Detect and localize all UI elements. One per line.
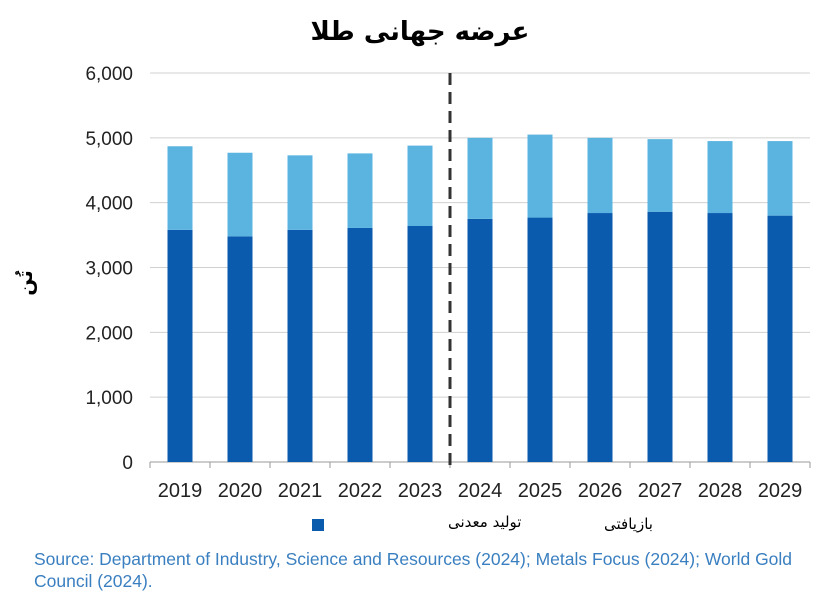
x-tick-label: 2023 (398, 480, 443, 502)
bar-mine-production-2029 (767, 215, 793, 462)
legend-label-recycling: بازیافتی (604, 515, 653, 533)
bar-mine-production-2023 (407, 226, 433, 462)
bar-recycling-2027 (647, 139, 673, 212)
x-tick-label: 2029 (758, 480, 803, 502)
legend-swatch-mine-production (312, 519, 324, 531)
bar-recycling-2025 (527, 134, 553, 218)
x-tick-label: 2027 (638, 480, 683, 502)
y-tick-label: 5,000 (85, 129, 133, 150)
y-tick-label: 3,000 (85, 259, 133, 280)
bars (167, 134, 793, 462)
bar-recycling-2019 (167, 146, 193, 230)
y-axis-label: تُن (13, 270, 37, 296)
bar-mine-production-2028 (707, 213, 733, 462)
x-tick-label: 2028 (698, 480, 743, 502)
y-tick-label: 4,000 (85, 194, 133, 215)
bar-recycling-2028 (707, 141, 733, 214)
bar-recycling-2026 (587, 137, 613, 214)
y-tick-label: 0 (122, 453, 133, 474)
x-axis-ticks: 2019 2020 2021 2022 2023 2024 2025 2026 2027 2028… (149, 462, 811, 502)
bar-mine-production-2025 (527, 217, 553, 462)
y-tick-label: 2,000 (85, 323, 133, 344)
x-tick-label: 2022 (338, 480, 383, 502)
bar-mine-production-2024 (467, 218, 493, 462)
x-tick-label: 2025 (518, 480, 563, 502)
bar-mine-production-2020 (227, 236, 253, 462)
bar-recycling-2023 (407, 145, 433, 227)
bar-recycling-2024 (467, 137, 493, 219)
x-tick-label: 2019 (158, 480, 203, 502)
legend: تولید معدنی بازیافتی (312, 513, 653, 533)
y-tick-label: 6,000 (85, 64, 133, 85)
bar-recycling-2021 (287, 155, 313, 230)
source-note: Source: Department of Industry, Science … (34, 549, 793, 591)
bar-mine-production-2022 (347, 227, 373, 462)
bar-mine-production-2019 (167, 229, 193, 462)
bar-recycling-2022 (347, 153, 373, 228)
bar-recycling-2020 (227, 152, 253, 237)
bar-mine-production-2026 (587, 213, 613, 462)
bar-mine-production-2027 (647, 211, 673, 462)
x-tick-label: 2020 (218, 480, 263, 502)
bar-mine-production-2021 (287, 229, 313, 462)
bar-recycling-2029 (767, 141, 793, 216)
y-tick-label: 1,000 (85, 388, 133, 409)
chart-title: عرضه جهانی طلا (311, 17, 530, 47)
y-axis-ticks: 0 1,000 2,000 3,000 4,000 5,000 6,000 (85, 64, 133, 474)
x-tick-label: 2026 (578, 480, 623, 502)
x-tick-label: 2021 (278, 480, 323, 502)
x-tick-label: 2024 (458, 480, 503, 502)
legend-label-mine-production: تولید معدنی (448, 513, 521, 531)
